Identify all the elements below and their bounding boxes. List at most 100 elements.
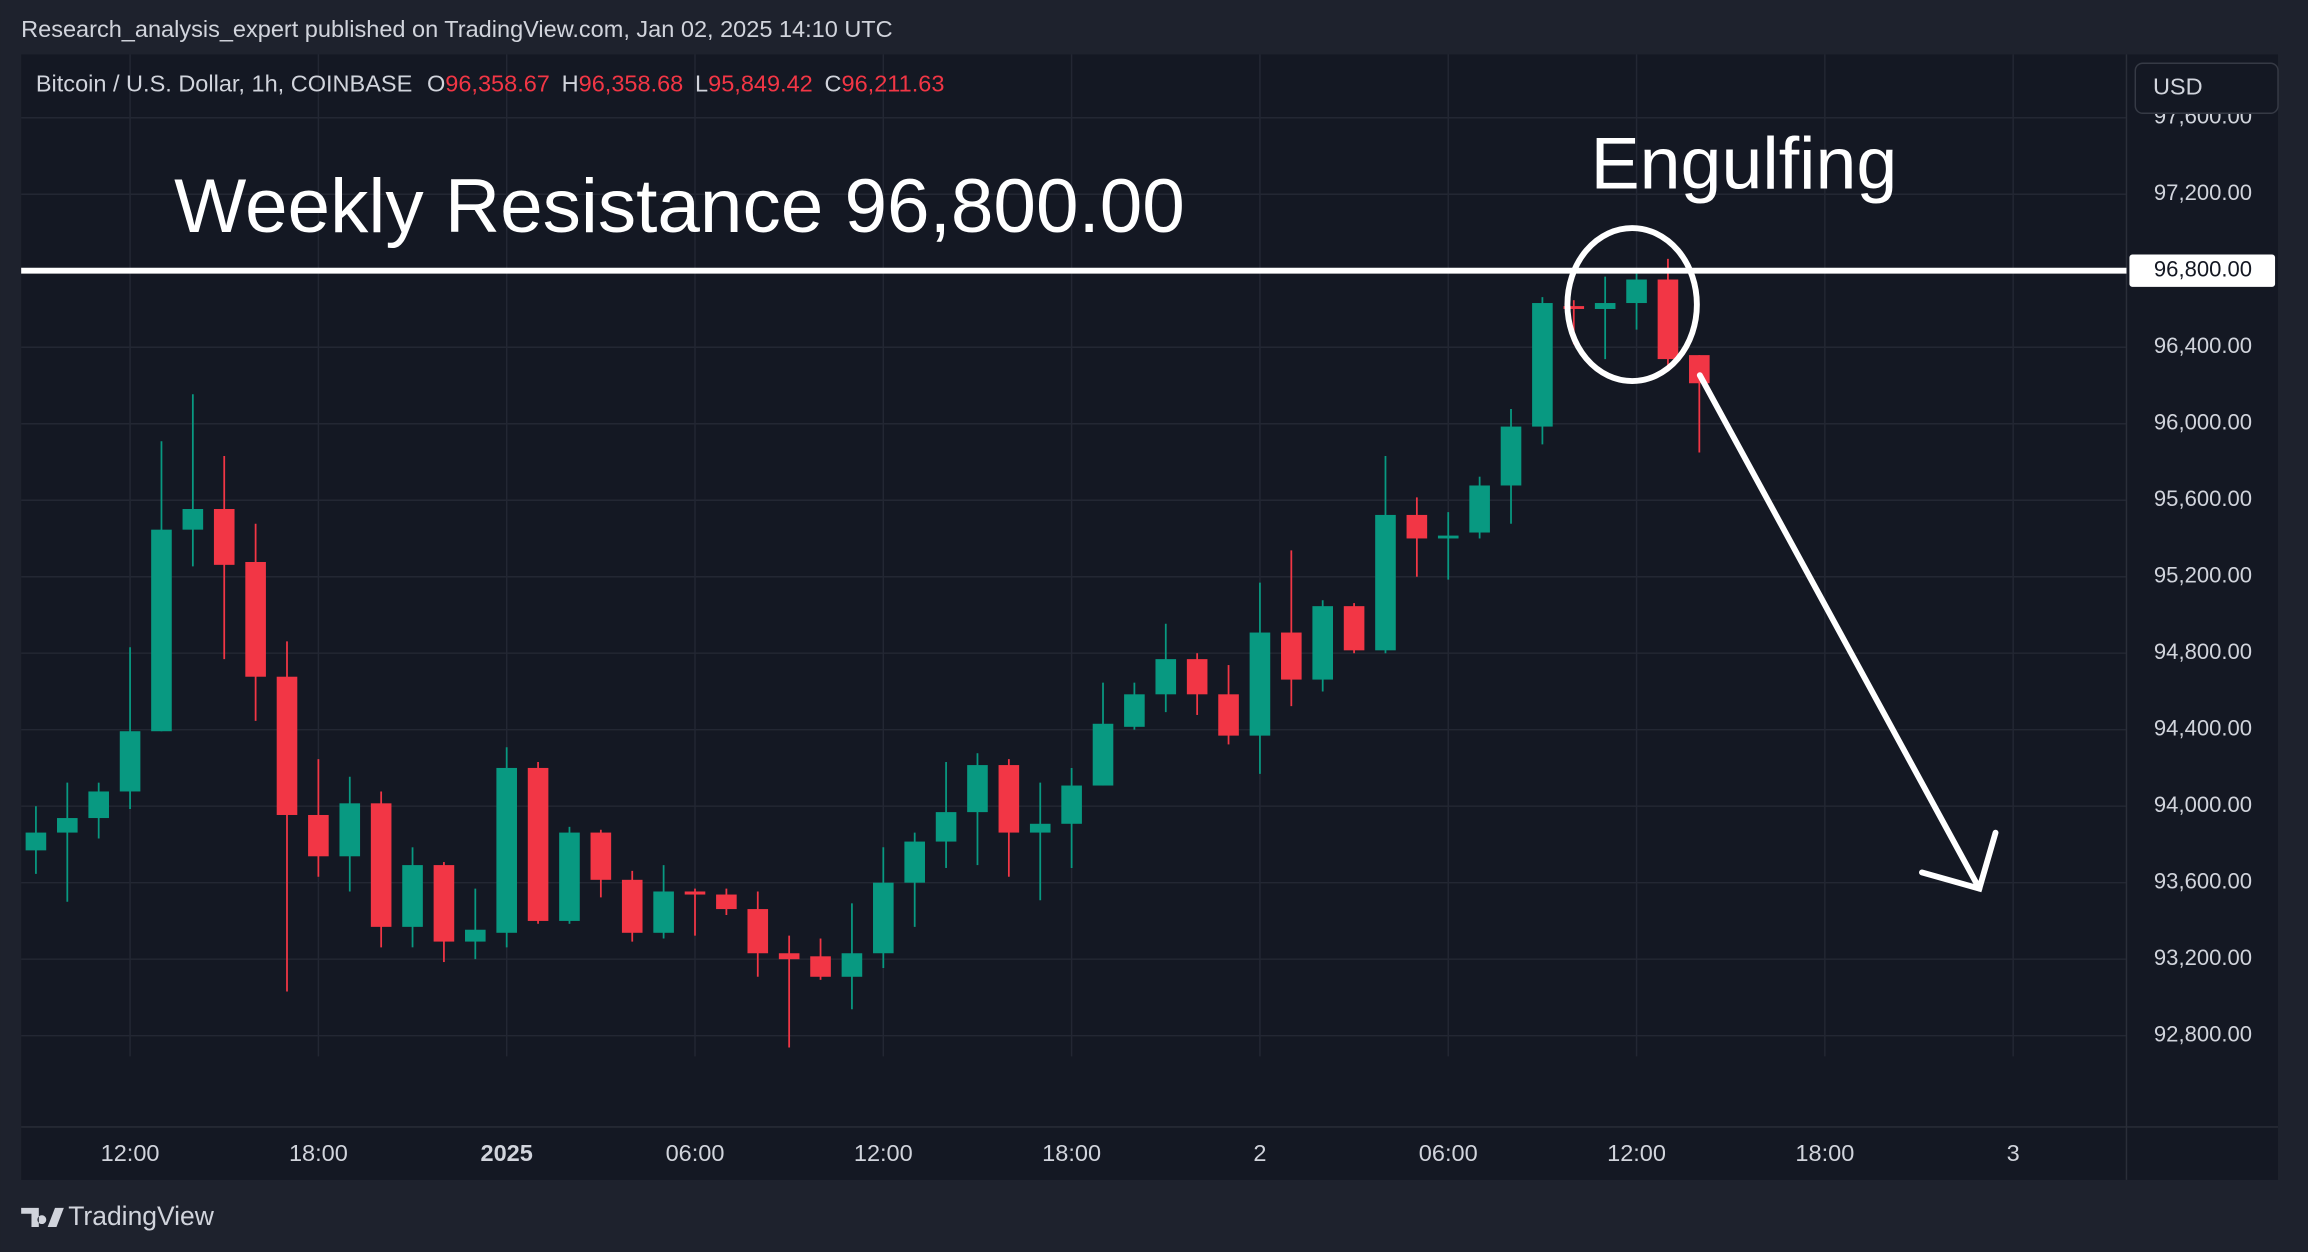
ohlc-key: H xyxy=(562,71,579,97)
x-tick-label: 3 xyxy=(2007,1140,2020,1166)
y-tick-label: 93,600.00 xyxy=(2154,869,2252,894)
candle-body xyxy=(559,832,580,921)
y-tick-label: 92,800.00 xyxy=(2154,1022,2252,1047)
x-tick-label: 06:00 xyxy=(666,1140,725,1166)
x-tick-label: 2025 xyxy=(481,1140,533,1166)
candle-body xyxy=(1061,785,1082,824)
ticks: 92,800.00 93,200.00 93,600.00 94,000.00 94,4… xyxy=(101,104,2252,1167)
candle-body xyxy=(308,814,329,857)
ohlc-value: 96,211.63 xyxy=(842,71,945,97)
candles xyxy=(25,258,1710,1048)
candle-body xyxy=(1626,279,1647,304)
x-tick-label: 18:00 xyxy=(289,1140,348,1166)
candle-body xyxy=(1029,823,1051,833)
ohlc-value: 96,358.68 xyxy=(579,71,684,97)
ohlc-key: O xyxy=(427,71,445,97)
x-tick-label: 06:00 xyxy=(1419,1140,1478,1166)
chart-pane xyxy=(21,54,2279,1180)
candle-body xyxy=(1092,723,1114,786)
candle-body xyxy=(465,929,486,942)
brand-label: TradingView xyxy=(68,1201,215,1231)
candle-body xyxy=(1186,659,1208,695)
candle-body xyxy=(496,767,517,933)
candle-body xyxy=(88,791,109,819)
candle-body xyxy=(1155,659,1177,695)
candle-body xyxy=(1657,279,1679,360)
candle-body xyxy=(57,818,78,833)
candle-body xyxy=(1406,514,1428,539)
pattern-annotation: Engulfing xyxy=(1591,122,1898,205)
candle-body xyxy=(1343,606,1365,651)
candle-body xyxy=(1689,355,1710,384)
symbol-header: Bitcoin / U.S. Dollar, 1h, COINBASE O96,3… xyxy=(36,71,945,97)
candle-body xyxy=(527,767,549,921)
candle-body xyxy=(1124,694,1145,727)
candle-body xyxy=(1469,485,1490,533)
candle-body xyxy=(810,956,831,977)
candle-body xyxy=(967,765,988,813)
y-tick-label: 93,200.00 xyxy=(2154,945,2252,970)
resistance: 96,800.00 xyxy=(21,254,2276,287)
candle-body xyxy=(1375,514,1396,651)
candle-body xyxy=(716,894,737,910)
candle-body xyxy=(873,882,894,954)
candle-body xyxy=(370,803,392,927)
y-tick-label: 97,200.00 xyxy=(2154,180,2252,205)
y-tick-label: 94,400.00 xyxy=(2154,716,2252,741)
candle-body xyxy=(213,509,235,565)
ohlc-key: C xyxy=(825,71,842,97)
x-tick-label: 12:00 xyxy=(1607,1140,1666,1166)
x-tick-label: 12:00 xyxy=(854,1140,913,1166)
candle-body xyxy=(653,891,674,933)
candle-body xyxy=(1281,632,1302,680)
candle-body xyxy=(621,879,643,933)
resistance-tag xyxy=(2129,254,2276,287)
down-arrow xyxy=(1696,372,1999,893)
x-tick-label: 12:00 xyxy=(101,1140,160,1166)
candle-body xyxy=(1500,426,1522,486)
x-tick-label: 18:00 xyxy=(1795,1140,1854,1166)
candle-body xyxy=(1437,535,1459,539)
y-tick-label: 96,400.00 xyxy=(2154,333,2252,358)
y-tick-label: 95,200.00 xyxy=(2154,563,2252,588)
ohlc-value: 95,849.42 xyxy=(708,71,813,97)
candle-body xyxy=(747,909,769,954)
candle-body xyxy=(182,509,204,530)
ohlc-key: L xyxy=(695,71,708,97)
y-tick-label: 96,000.00 xyxy=(2154,410,2252,435)
candle-body xyxy=(1532,303,1553,427)
resistance-annotation: Weekly Resistance 96,800.00 xyxy=(174,164,1185,249)
candle-body xyxy=(904,841,925,883)
candle-body xyxy=(25,832,47,851)
y-tick-label: 94,000.00 xyxy=(2154,792,2252,817)
candle-body xyxy=(433,865,455,942)
candle-body xyxy=(1249,632,1271,736)
currency-button[interactable] xyxy=(2134,62,2279,115)
candle-body xyxy=(276,676,298,815)
brand: TradingView xyxy=(21,1201,215,1231)
candle-body xyxy=(998,765,1020,833)
candle-body xyxy=(778,953,800,960)
resistance-tag-label: 96,800.00 xyxy=(2154,257,2252,282)
candle-body xyxy=(402,865,423,927)
pattern-circle xyxy=(1564,225,1700,384)
candle-body xyxy=(339,803,361,857)
candle-body xyxy=(841,953,863,977)
candle-body xyxy=(245,561,266,677)
candle-body xyxy=(1312,606,1334,680)
symbol-title: Bitcoin / U.S. Dollar, 1h, COINBASE xyxy=(36,71,412,97)
candle-body xyxy=(151,529,172,732)
currency-label[interactable]: USD xyxy=(2153,73,2203,99)
x-tick-label: 2 xyxy=(1253,1140,1266,1166)
candle-body xyxy=(935,812,957,842)
published-line: Research_analysis_expert published on Tr… xyxy=(21,16,892,42)
y-tick-label: 95,600.00 xyxy=(2154,486,2252,511)
x-tick-label: 18:00 xyxy=(1042,1140,1101,1166)
candle-body xyxy=(684,891,706,895)
candle-body xyxy=(1563,306,1585,309)
candle-body xyxy=(1218,694,1239,736)
candle-body xyxy=(1594,303,1616,309)
ohlc-value: 96,358.67 xyxy=(445,71,550,97)
candle-body xyxy=(590,832,612,880)
